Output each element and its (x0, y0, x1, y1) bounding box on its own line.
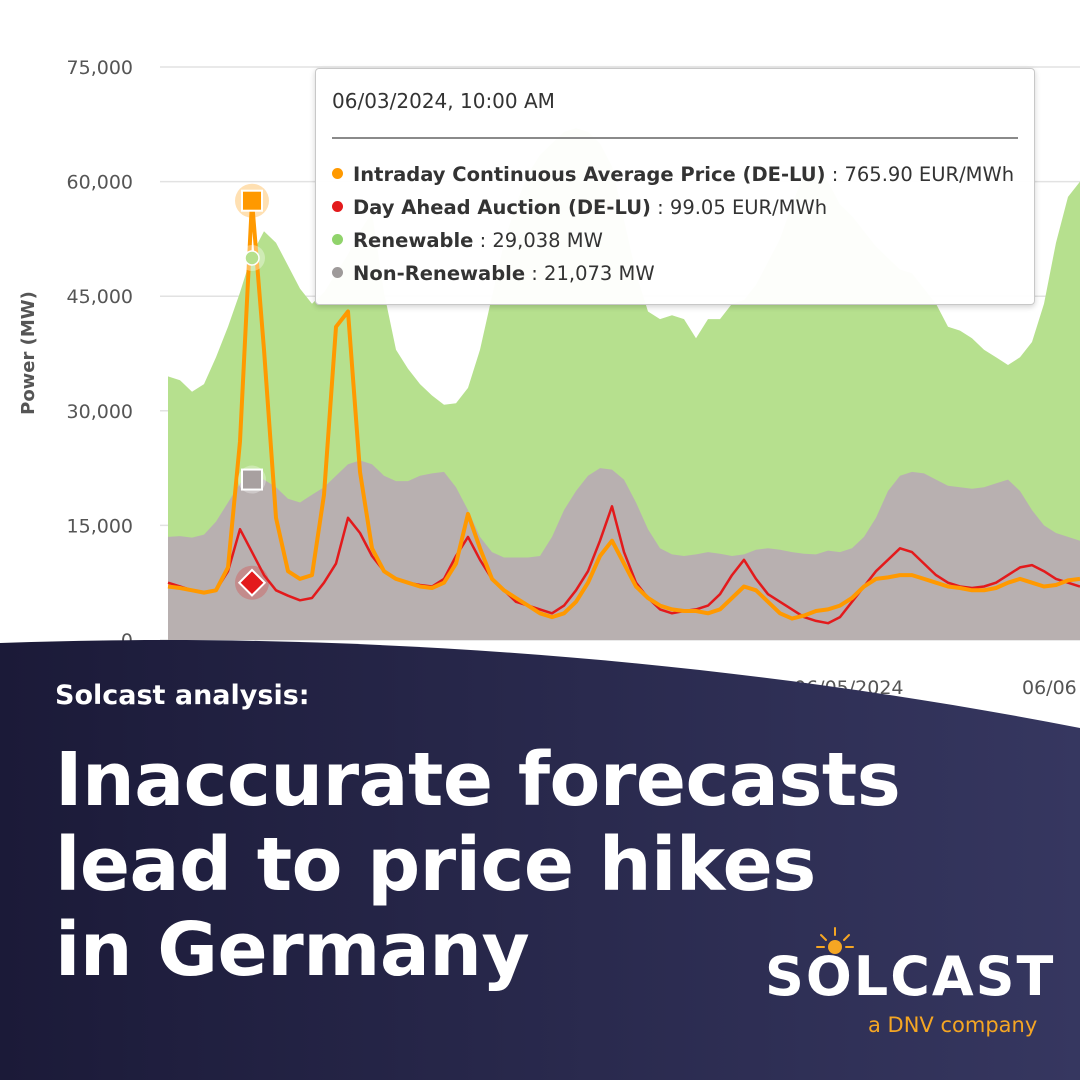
y-tick-label: 30,000 (67, 401, 133, 423)
day-ahead-hover-marker (237, 568, 267, 597)
x-tick-label: 06/06 (1022, 677, 1077, 699)
renewable-hover-marker (244, 250, 260, 266)
headline-line-1: Inaccurate forecasts (55, 737, 901, 823)
tooltip-non-renewable-name: Non-Renewable (353, 262, 526, 285)
sun-icon (816, 927, 854, 954)
renewable-legend-dot (332, 234, 343, 245)
day-ahead-legend-dot (332, 201, 343, 212)
tooltip-intraday-value: : 765.90 EUR/MWh (825, 163, 1015, 186)
non-renewable-legend-dot (332, 267, 343, 278)
tooltip-day-ahead-value: : 99.05 EUR/MWh (650, 196, 828, 219)
non-renewable-hover-marker (241, 468, 263, 491)
tooltip-row-renewable: Renewable : 29,038 MW (332, 229, 603, 252)
tooltip-divider (332, 137, 1018, 139)
solcast-logo: SOLCAST a DNV company (765, 925, 1055, 1045)
y-axis-label: Power (MW) (18, 291, 39, 415)
intraday-legend-dot (332, 168, 343, 179)
tooltip-renewable-value: : 29,038 MW (473, 229, 603, 252)
y-tick-label: 60,000 (67, 172, 133, 194)
logo-tagline: a DNV company (868, 1013, 1038, 1037)
tooltip-renewable-name: Renewable (353, 229, 474, 252)
intraday-line (167, 198, 1080, 621)
tooltip-date: 06/03/2024, 10:00 AM (332, 89, 555, 113)
headline: Inaccurate forecasts lead to price hikes… (55, 737, 901, 993)
tooltip-intraday-name: Intraday Continuous Average Price (DE-LU… (353, 163, 826, 186)
subtitle: Solcast analysis: (55, 680, 310, 711)
tooltip-row-non-renewable: Non-Renewable : 21,073 MW (332, 262, 655, 285)
y-tick-label: 45,000 (67, 286, 133, 308)
chart-tooltip: 06/03/2024, 10:00 AM Intraday Continuous… (315, 68, 1035, 305)
banner-shape (0, 640, 1080, 1080)
y-tick-label: 15,000 (67, 515, 133, 537)
tooltip-row-intraday: Intraday Continuous Average Price (DE-LU… (332, 163, 1014, 186)
headline-line-2: lead to price hikes (55, 822, 816, 908)
intraday-hover-marker (241, 189, 263, 212)
tooltip-row-day-ahead: Day Ahead Auction (DE-LU) : 99.05 EUR/MW… (332, 196, 827, 219)
tooltip-day-ahead-name: Day Ahead Auction (DE-LU) (353, 196, 651, 219)
tooltip-non-renewable-value: : 21,073 MW (525, 262, 655, 285)
y-tick-label: 75,000 (67, 57, 133, 79)
headline-line-3: in Germany (55, 907, 530, 993)
day-ahead-line (167, 505, 1080, 625)
logo-wordmark: SOLCAST (765, 945, 1056, 1008)
